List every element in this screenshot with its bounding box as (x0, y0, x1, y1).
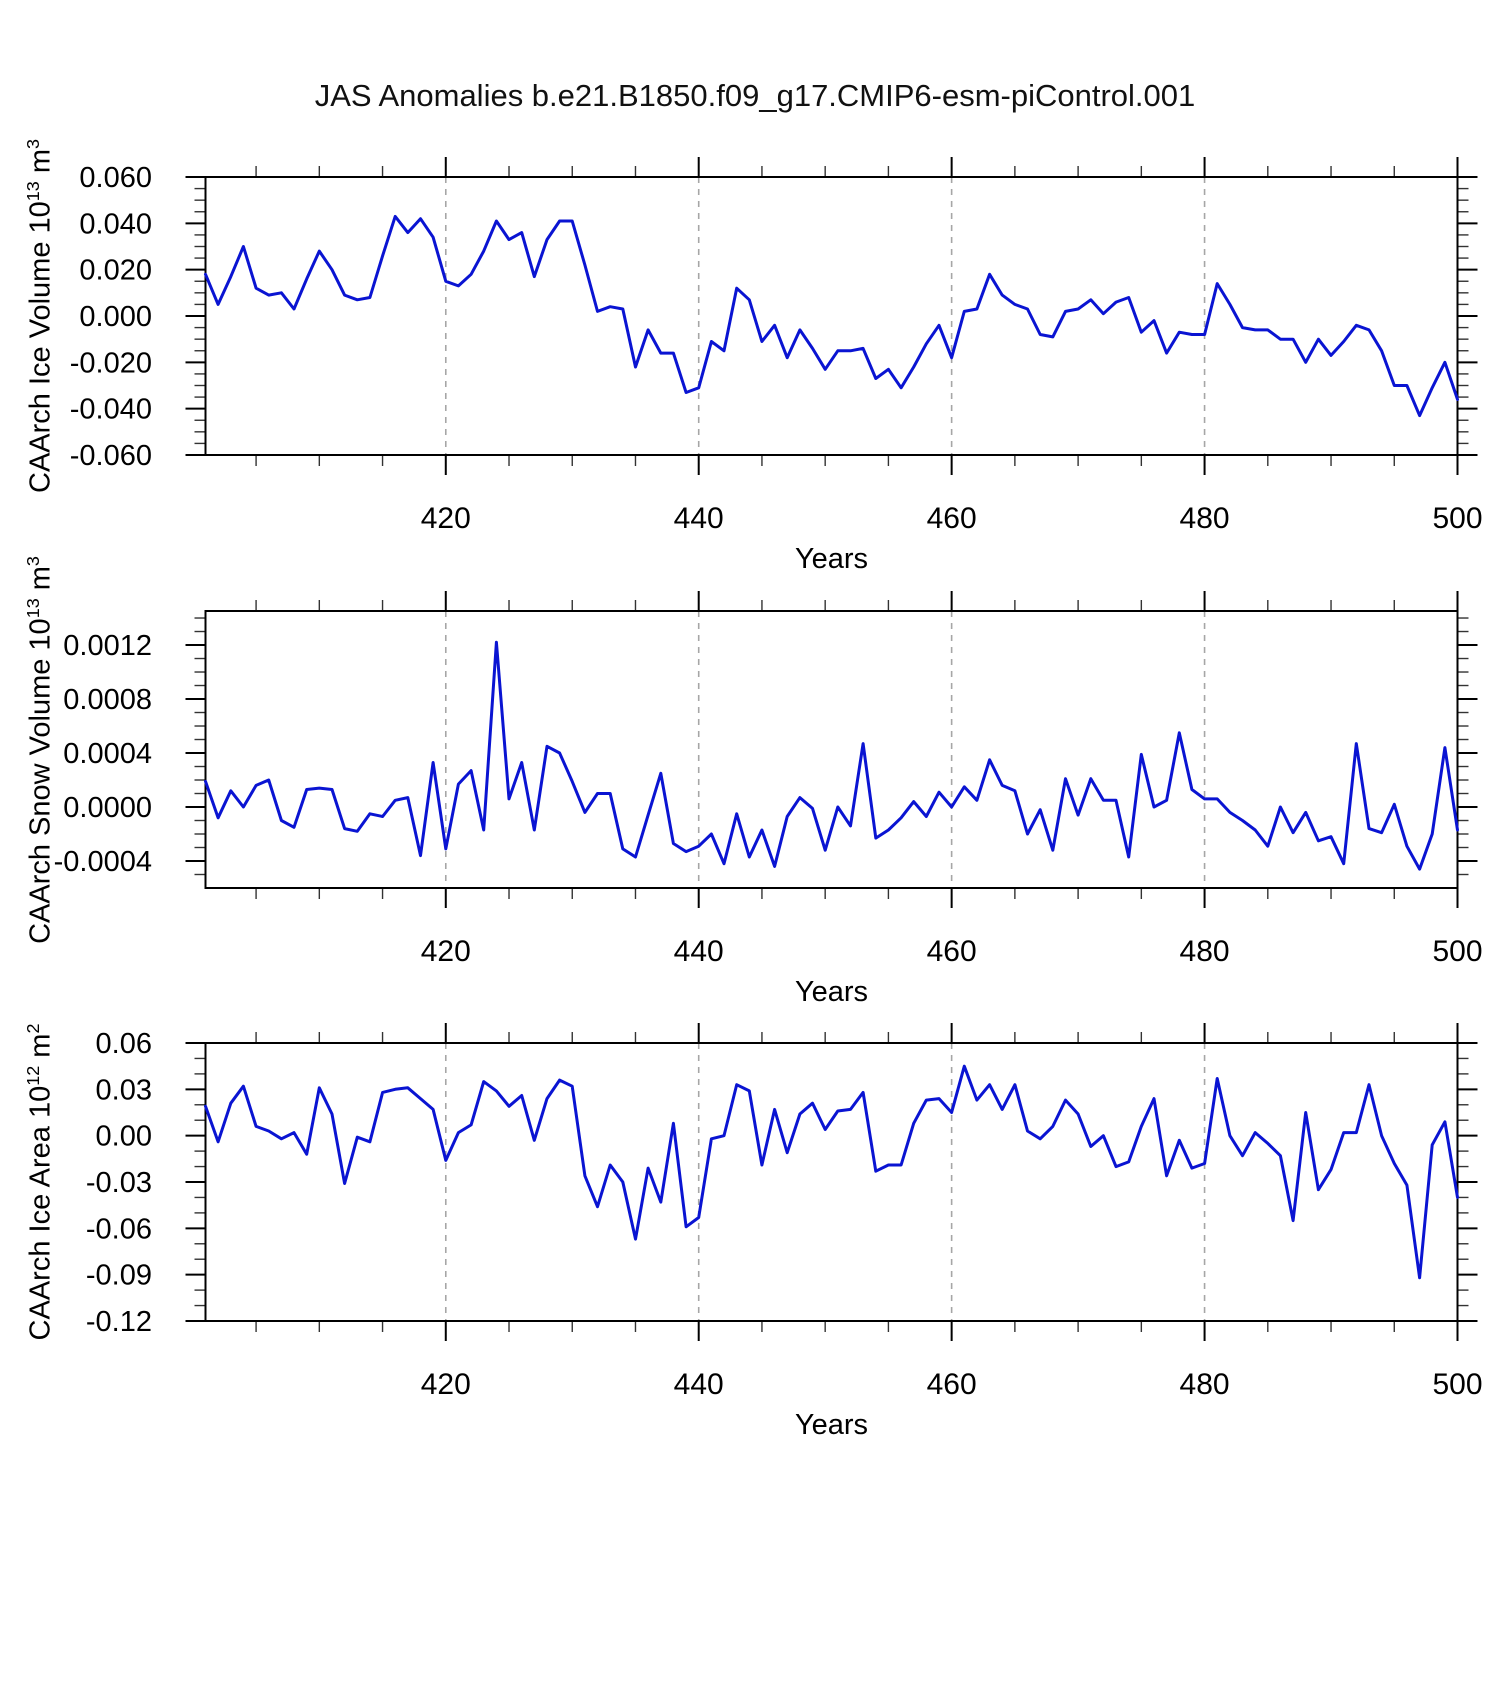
plot-border (204, 610, 1459, 889)
y-tick-label: -0.03 (86, 1167, 152, 1199)
y-tick-label: 0.03 (96, 1074, 152, 1106)
data-line-series (204, 1064, 1459, 1280)
xaxis-title-panel-1: Years (794, 543, 869, 575)
x-tick-label: 440 (674, 502, 724, 535)
y-tick-label: 0.000 (79, 301, 152, 333)
y-tick-label: 0.06 (96, 1028, 152, 1060)
chart-title: JAS Anomalies b.e21.B1850.f09_g17.CMIP6-… (314, 78, 1196, 113)
y-tick-label: 0.060 (79, 162, 152, 194)
y-tick-label: 0.0008 (63, 684, 152, 716)
y-tick-label: 0.0012 (63, 630, 152, 662)
x-tick-label: 500 (1432, 502, 1482, 535)
yaxis-title-ice-area: CAArch Ice Area 1012 m2 (23, 1023, 57, 1341)
y-tick-label: -0.0004 (54, 846, 152, 878)
x-tick-label: 480 (1180, 1368, 1230, 1401)
x-tick-label: 420 (421, 935, 471, 968)
y-tick-label: 0.00 (96, 1121, 152, 1153)
charts-canvas: 420 440 460 480 500 0.060 0.040 0.020 0.000 -0.02… (54, 157, 1483, 1401)
y-tick-label: -0.09 (86, 1260, 152, 1292)
xaxis-title-panel-2: Years (794, 976, 869, 1008)
x-tick-label: 460 (927, 935, 977, 968)
y-tick-label: 0.0000 (63, 792, 152, 824)
plot-border (204, 176, 1459, 456)
plot-border (204, 1042, 1459, 1322)
x-tick-label: 420 (421, 1368, 471, 1401)
x-tick-label: 480 (1180, 935, 1230, 968)
y-tick-label: -0.020 (70, 347, 152, 379)
xaxis-title-panel-3: Years (794, 1409, 869, 1441)
y-tick-label: -0.040 (70, 394, 152, 426)
x-tick-label: 440 (674, 1368, 724, 1401)
data-line-series (204, 214, 1459, 418)
x-tick-label: 460 (927, 1368, 977, 1401)
x-tick-label: 500 (1432, 935, 1482, 968)
y-tick-label: 0.020 (79, 255, 152, 287)
y-tick-label: -0.12 (86, 1306, 152, 1338)
y-tick-label: 0.040 (79, 208, 152, 240)
x-tick-label: 420 (421, 502, 471, 535)
x-tick-label: 480 (1180, 502, 1230, 535)
x-tick-label: 440 (674, 935, 724, 968)
data-line-series (204, 640, 1459, 871)
x-tick-label: 500 (1432, 1368, 1482, 1401)
y-tick-label: 0.0004 (63, 738, 152, 770)
y-tick-label: -0.06 (86, 1213, 152, 1245)
x-tick-label: 460 (927, 502, 977, 535)
y-tick-label: -0.060 (70, 440, 152, 472)
